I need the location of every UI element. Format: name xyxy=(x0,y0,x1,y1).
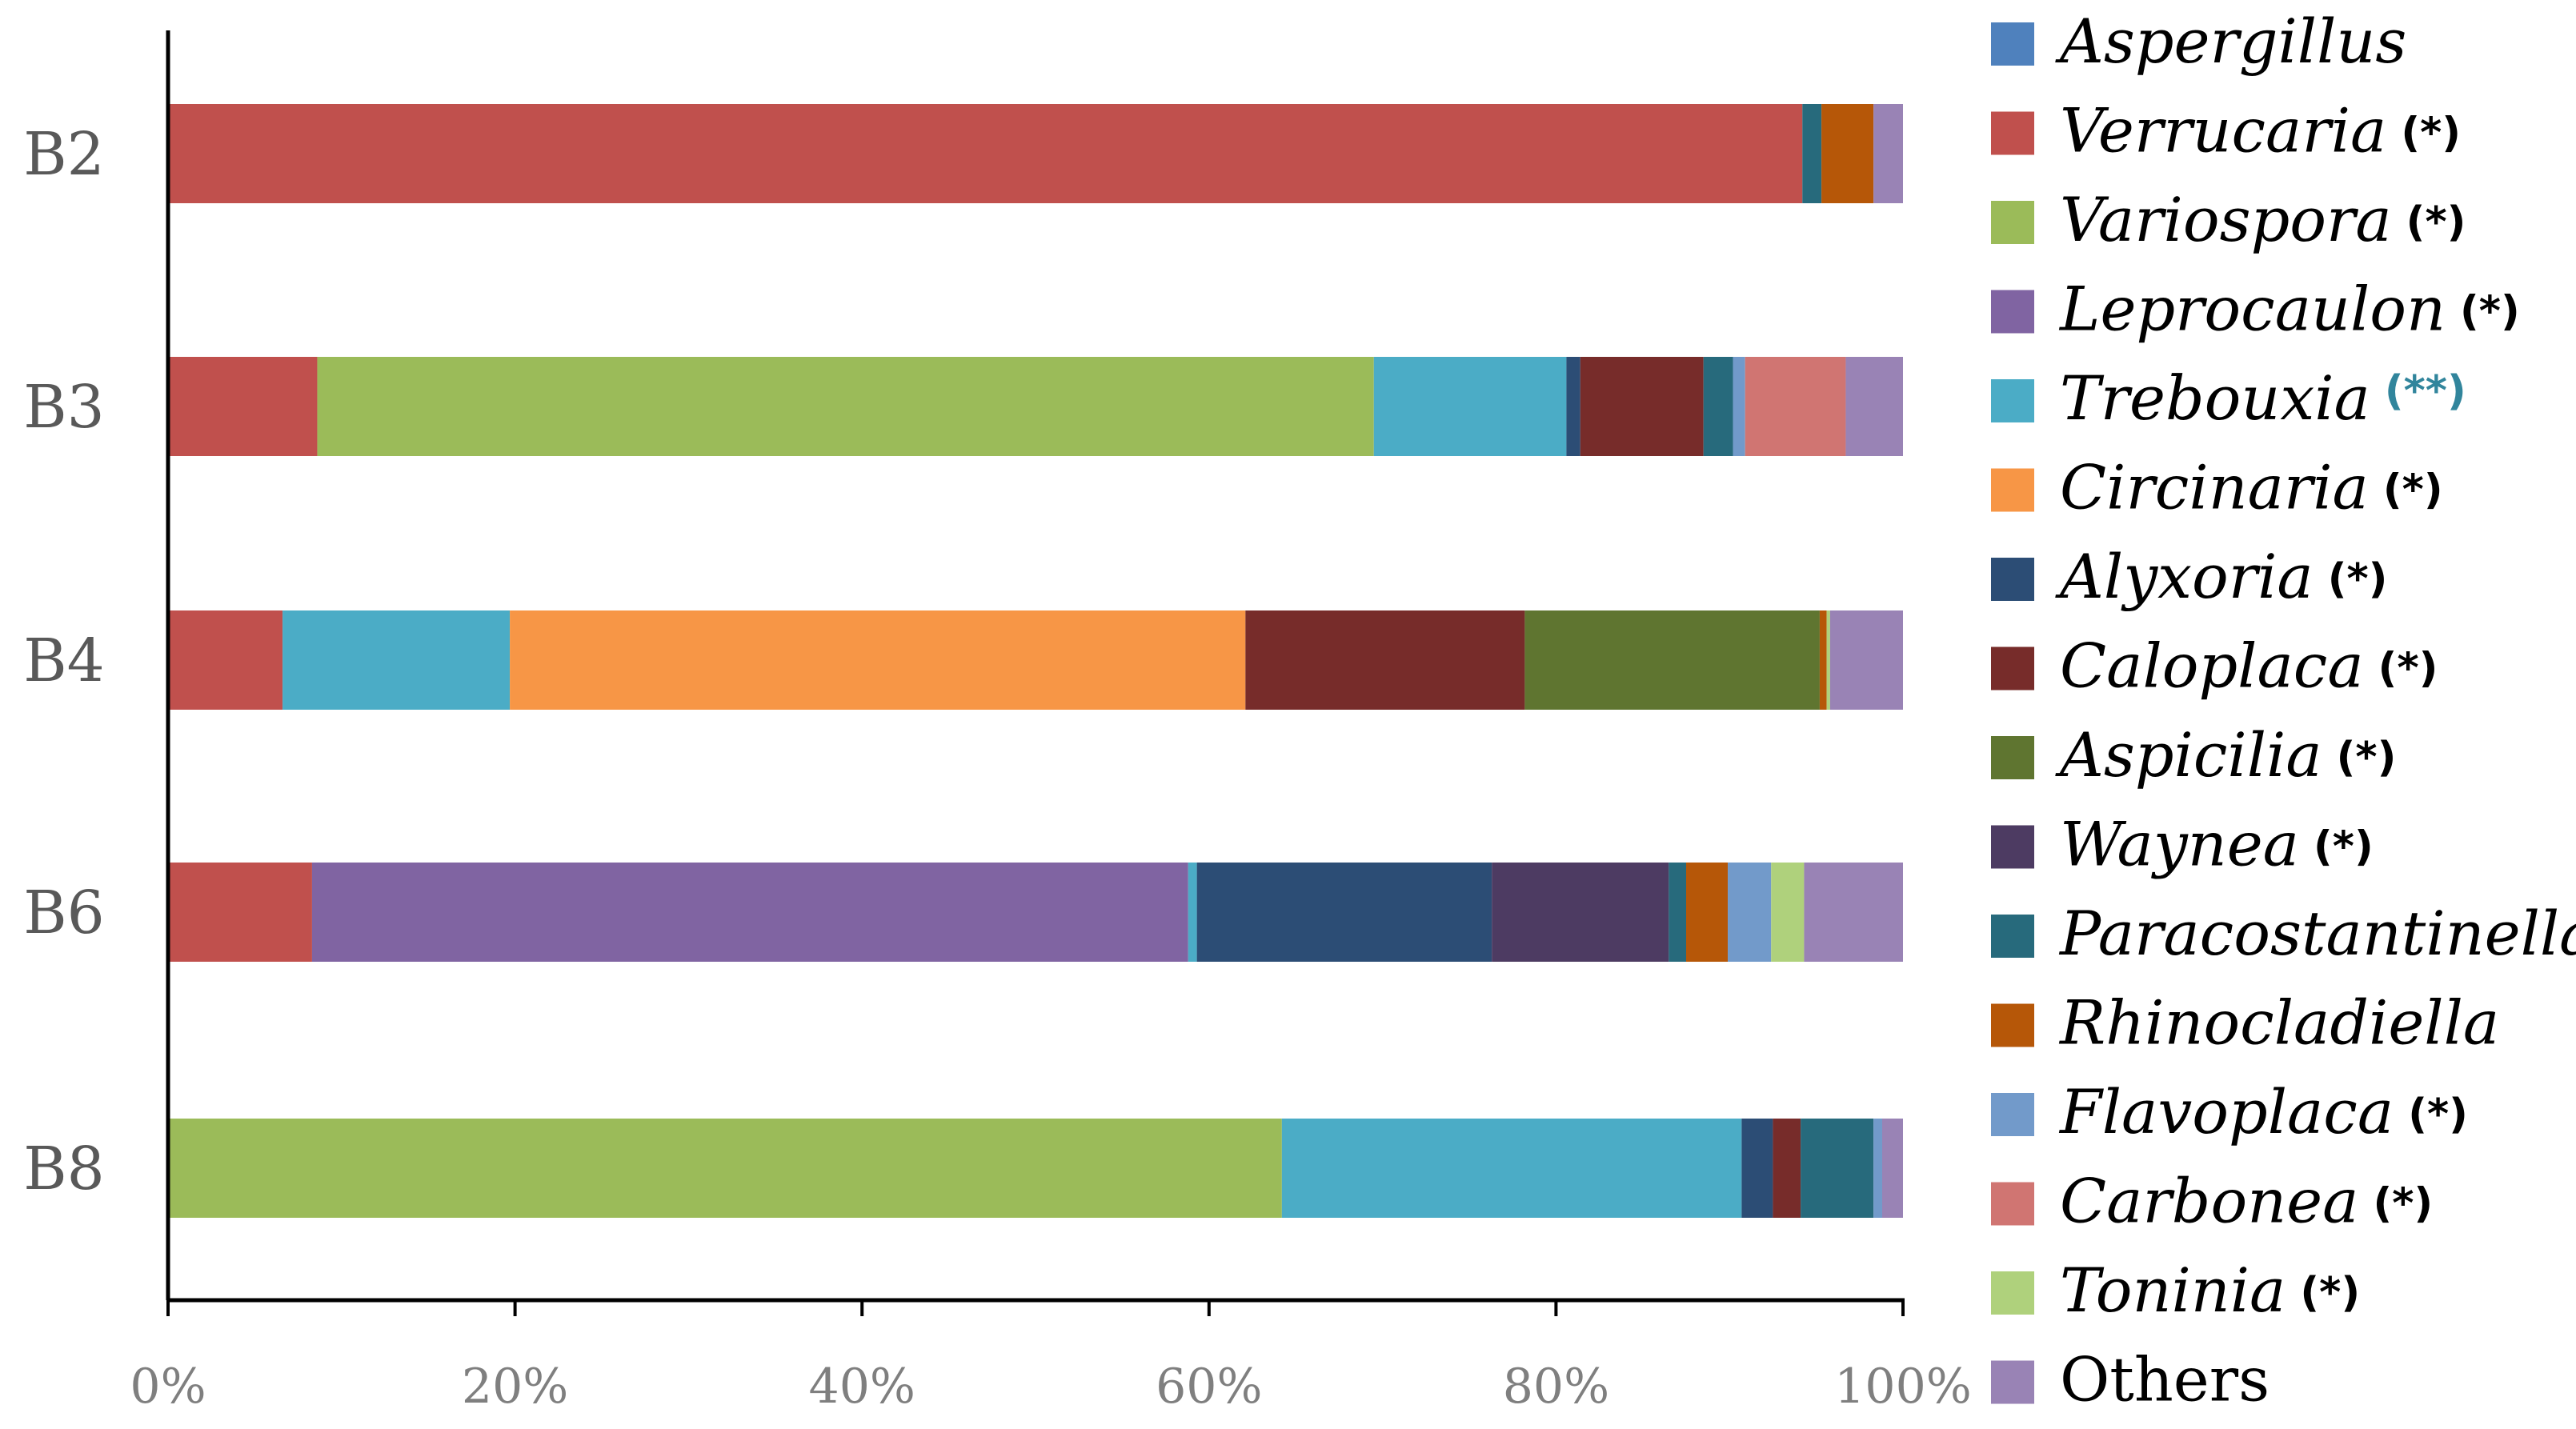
bar-b8-trebouxia xyxy=(1281,1119,1742,1218)
bar-b8-caloplaca xyxy=(1773,1119,1801,1218)
legend-significance-mark: (*) xyxy=(2401,110,2461,158)
legend-label: Verrucaria (*) xyxy=(2060,95,2461,166)
legend-significance-mark: (**) xyxy=(2385,367,2466,415)
legend-swatch xyxy=(1991,468,2034,512)
legend-label: Trebouxia (**) xyxy=(2060,362,2466,434)
bar-b6-rhinocladiella xyxy=(1686,863,1729,962)
legend-label: Others xyxy=(2060,1344,2270,1415)
legend-swatch xyxy=(1991,379,2034,422)
bar-b8-alyxoria xyxy=(1741,1119,1773,1218)
x-tick-label: 80% xyxy=(1503,1359,1609,1415)
legend-label: Flavoplaca (*) xyxy=(2058,1076,2468,1147)
legend-significance-mark: (*) xyxy=(2328,555,2388,603)
legend-swatch xyxy=(1991,825,2034,869)
bar-b6-toninia xyxy=(1771,863,1805,962)
x-tick-label: 100% xyxy=(1834,1359,1972,1415)
legend-significance-mark: (*) xyxy=(2300,1269,2360,1317)
bar-b8-flavoplaca xyxy=(1873,1119,1882,1218)
legend-swatch xyxy=(1991,290,2034,334)
bar-b6-others xyxy=(1804,863,1903,962)
legend-swatch xyxy=(1991,111,2034,155)
bar-b3-carbonea xyxy=(1745,357,1846,456)
bar-b6-trebouxia xyxy=(1188,863,1197,962)
bar-b2-paracostantinella xyxy=(1802,104,1822,203)
bar-b4-others xyxy=(1829,610,1903,710)
bar-b6-waynea xyxy=(1492,863,1669,962)
legend-label: Aspicilia (*) xyxy=(2055,719,2396,791)
bar-b6-verrucaria xyxy=(168,863,312,962)
bar-b2-verrucaria xyxy=(168,104,1803,203)
legend-significance-mark: (*) xyxy=(2378,645,2438,693)
legend-significance-mark: (*) xyxy=(2373,1180,2433,1228)
bar-b4-aspicilia xyxy=(1524,610,1820,710)
legend-swatch xyxy=(1991,22,2034,66)
bar-b6-alyxoria xyxy=(1196,863,1492,962)
bar-b6-leprocaulon xyxy=(311,863,1188,962)
legend-swatch xyxy=(1991,558,2034,601)
legend-significance-mark: (*) xyxy=(2408,1091,2468,1139)
bar-b2-rhinocladiella xyxy=(1821,104,1874,203)
category-label: B4 xyxy=(23,626,104,695)
legend-significance-mark: (*) xyxy=(2314,823,2374,871)
legend-swatch xyxy=(1991,1271,2034,1315)
legend-label: Aspergillus xyxy=(2055,6,2406,77)
legend-swatch xyxy=(1991,1093,2034,1136)
legend-label: Paracostantinella xyxy=(2058,898,2576,969)
bar-b8-others xyxy=(1881,1119,1903,1218)
bar-b3-trebouxia xyxy=(1373,357,1567,456)
bar-b4-toninia xyxy=(1826,610,1830,710)
bar-b3-others xyxy=(1845,357,1903,456)
x-tick-label: 60% xyxy=(1156,1359,1262,1415)
bar-b4-trebouxia xyxy=(282,610,511,710)
bar-b3-variospora xyxy=(317,357,1374,456)
category-label: B6 xyxy=(23,879,104,947)
bar-b8-variospora xyxy=(168,1119,1282,1218)
legend-significance-mark: (*) xyxy=(2406,198,2466,246)
legend-label: Rhinocladiella xyxy=(2058,987,2499,1059)
legend-swatch xyxy=(1991,1360,2034,1404)
legend: Aspergillus Verrucaria (*) Variospora (*) Lep… xyxy=(1991,6,2576,1415)
bar-b2-others xyxy=(1873,104,1903,203)
bar-b3-paracostantinella xyxy=(1703,357,1733,456)
legend-label: Caloplaca (*) xyxy=(2060,630,2438,702)
plot-area: B2 B3 B4 B6 B8 0% 20% 40% 60% 80% 100% xyxy=(23,30,1972,1415)
legend-significance-mark: (*) xyxy=(2383,466,2443,514)
bar-b3-caloplaca xyxy=(1580,357,1704,456)
legend-swatch xyxy=(1991,646,2034,690)
bar-b4-caloplaca xyxy=(1245,610,1525,710)
bar-b3-alyxoria xyxy=(1566,357,1580,456)
legend-swatch xyxy=(1991,736,2034,779)
bar-b6-paracostantinella xyxy=(1669,863,1686,962)
category-label: B8 xyxy=(23,1135,104,1203)
x-tick-label: 0% xyxy=(130,1359,206,1415)
legend-label: Carbonea (*) xyxy=(2060,1166,2433,1237)
legend-label: Leprocaulon (*) xyxy=(2058,274,2520,345)
legend-label: Toninia (*) xyxy=(2060,1255,2360,1326)
legend-swatch xyxy=(1991,1003,2034,1047)
legend-label: Circinaria (*) xyxy=(2060,452,2443,523)
legend-label: Variospora (*) xyxy=(2060,184,2466,255)
legend-label: Waynea (*) xyxy=(2060,809,2374,880)
category-label: B3 xyxy=(23,373,104,442)
legend-label: Alyxoria (*) xyxy=(2055,541,2387,612)
x-tick-label: 20% xyxy=(462,1359,568,1415)
bar-b3-verrucaria xyxy=(168,357,318,456)
bar-b4-circinaria xyxy=(510,610,1246,710)
bar-b8-paracostantinella xyxy=(1801,1119,1874,1218)
category-label: B2 xyxy=(23,120,104,189)
bar-b4-rhinocladiella xyxy=(1819,610,1827,710)
bar-b3-flavoplaca xyxy=(1733,357,1745,456)
bar-b4-verrucaria xyxy=(168,610,283,710)
legend-swatch xyxy=(1991,1182,2034,1226)
legend-swatch xyxy=(1991,201,2034,244)
legend-swatch xyxy=(1991,915,2034,958)
legend-significance-mark: (*) xyxy=(2337,734,2397,782)
bar-b6-flavoplaca xyxy=(1728,863,1772,962)
legend-significance-mark: (*) xyxy=(2460,288,2520,336)
x-tick-label: 40% xyxy=(809,1359,915,1415)
